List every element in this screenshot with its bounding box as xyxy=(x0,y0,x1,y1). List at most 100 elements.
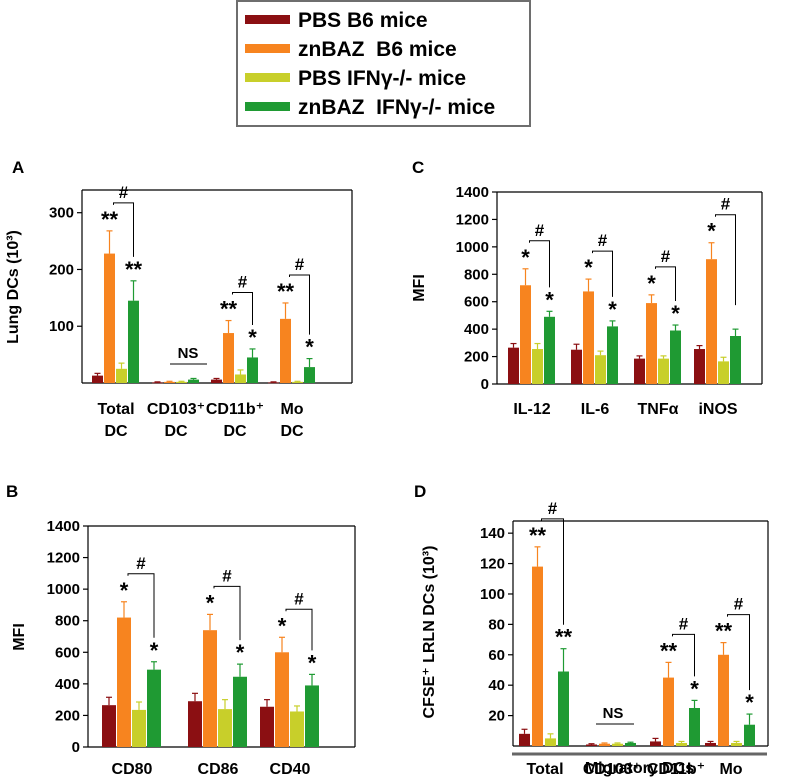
hash-mark: # xyxy=(136,554,146,573)
legend-swatch-znbaz-ifng xyxy=(245,102,290,111)
hash-bracket xyxy=(213,585,241,641)
bar xyxy=(188,379,199,383)
footer-label: Migratory DCs xyxy=(585,760,694,777)
category-label: Mo xyxy=(280,401,303,418)
y-tick-label: 400 xyxy=(55,676,80,693)
bar xyxy=(670,330,681,384)
significance-star: ** xyxy=(529,523,547,548)
legend: PBS B6 mice znBAZ B6 mice PBS IFNγ-/- mi… xyxy=(236,0,531,127)
y-tick-label: 1200 xyxy=(47,550,80,567)
bar xyxy=(532,566,543,746)
significance-star: ** xyxy=(715,619,733,644)
category-group: ****#Total xyxy=(519,499,572,778)
bar xyxy=(706,259,717,384)
category-label: TNFα xyxy=(638,401,679,418)
significance-star: * xyxy=(671,301,680,326)
category-label: DC xyxy=(280,423,304,440)
y-tick-label: 1000 xyxy=(456,239,489,256)
bar xyxy=(586,744,597,746)
category-label: CD40 xyxy=(270,761,311,778)
y-tick-label: 800 xyxy=(55,613,80,630)
category-group: * * # TNFα xyxy=(634,247,681,418)
y-tick-label: 600 xyxy=(55,644,80,661)
hash-mark: # xyxy=(598,231,608,250)
bar xyxy=(92,375,103,383)
panel-C: C 0 200 400 600 800 1000 1200 1400 MFI * * # IL-12 * * #… xyxy=(411,158,763,418)
category-group: * * # IL-12 xyxy=(508,221,555,418)
bar xyxy=(164,381,175,383)
significance-star: ** xyxy=(220,297,238,322)
bar xyxy=(583,291,594,384)
bar xyxy=(290,711,304,747)
hash-mark: # xyxy=(119,183,129,202)
bar xyxy=(658,358,669,384)
y-axis-label: Lung DCs (10³) xyxy=(5,230,22,344)
y-tick-label: 800 xyxy=(464,266,489,283)
category-label: iNOS xyxy=(698,401,737,418)
bar xyxy=(520,285,531,384)
hash-bracket xyxy=(672,633,695,677)
category-group: * * # IL-6 xyxy=(571,231,618,418)
panel-letter: D xyxy=(414,482,426,501)
significance-star: ** xyxy=(125,257,143,282)
significance-star: * xyxy=(608,297,617,322)
significance-star: * xyxy=(150,638,159,663)
y-tick-label: 1000 xyxy=(47,581,80,598)
bar xyxy=(607,326,618,384)
y-tick-label: 120 xyxy=(480,556,505,573)
hash-mark: # xyxy=(295,255,305,274)
bar xyxy=(718,654,729,746)
y-tick-label: 40 xyxy=(488,677,505,694)
category-label: CD103⁺ xyxy=(583,761,641,778)
hash-bracket xyxy=(127,573,155,638)
significance-star: ** xyxy=(555,625,573,650)
hash-mark: # xyxy=(721,195,731,214)
bar xyxy=(211,379,222,383)
significance-star: * xyxy=(647,271,656,296)
hash-mark: # xyxy=(734,595,744,614)
panel-letter: C xyxy=(412,158,424,177)
y-tick-label: 1400 xyxy=(456,184,489,201)
category-group: * * # CD80 xyxy=(102,554,161,778)
y-tick-label: 200 xyxy=(49,261,74,278)
category-label: DC xyxy=(223,423,247,440)
significance-star: * xyxy=(305,335,314,360)
significance-star: * xyxy=(248,325,257,350)
bar xyxy=(176,381,187,383)
y-tick-label: 300 xyxy=(49,205,74,222)
bar xyxy=(128,300,139,383)
bar xyxy=(508,347,519,384)
legend-label-pbs-ifng: PBS IFNγ-/- mice xyxy=(298,67,466,90)
significance-star: * xyxy=(745,690,754,715)
hash-mark: # xyxy=(238,273,248,292)
y-tick-label: 400 xyxy=(464,321,489,338)
y-tick-label: 20 xyxy=(488,708,505,725)
category-group: * * # CD86 xyxy=(188,566,247,778)
bar xyxy=(705,742,716,746)
bar xyxy=(152,382,163,384)
category-label: Mo xyxy=(719,761,742,778)
category-label: CD103⁺ xyxy=(147,401,205,418)
y-tick-label: 0 xyxy=(72,739,80,756)
category-label: Total xyxy=(97,401,134,418)
legend-label-znbaz-b6: znBAZ B6 mice xyxy=(298,38,457,61)
significance-star: ** xyxy=(101,207,119,232)
hash-bracket xyxy=(592,250,613,297)
category-group: ***#Mo xyxy=(705,595,755,778)
bar xyxy=(218,709,232,747)
bar xyxy=(689,707,700,746)
bar xyxy=(744,724,755,746)
category-label: Total xyxy=(526,761,563,778)
hash-mark: # xyxy=(679,614,689,633)
bar xyxy=(235,374,246,383)
bar xyxy=(102,705,116,747)
y-axis-label: MFI xyxy=(11,623,28,651)
hash-bracket xyxy=(289,274,310,335)
bar xyxy=(280,318,291,383)
hash-bracket xyxy=(715,214,736,306)
category-group: * * # CD40 xyxy=(260,589,319,778)
bar xyxy=(544,316,555,384)
category-label: CD11b⁺ xyxy=(206,401,264,418)
